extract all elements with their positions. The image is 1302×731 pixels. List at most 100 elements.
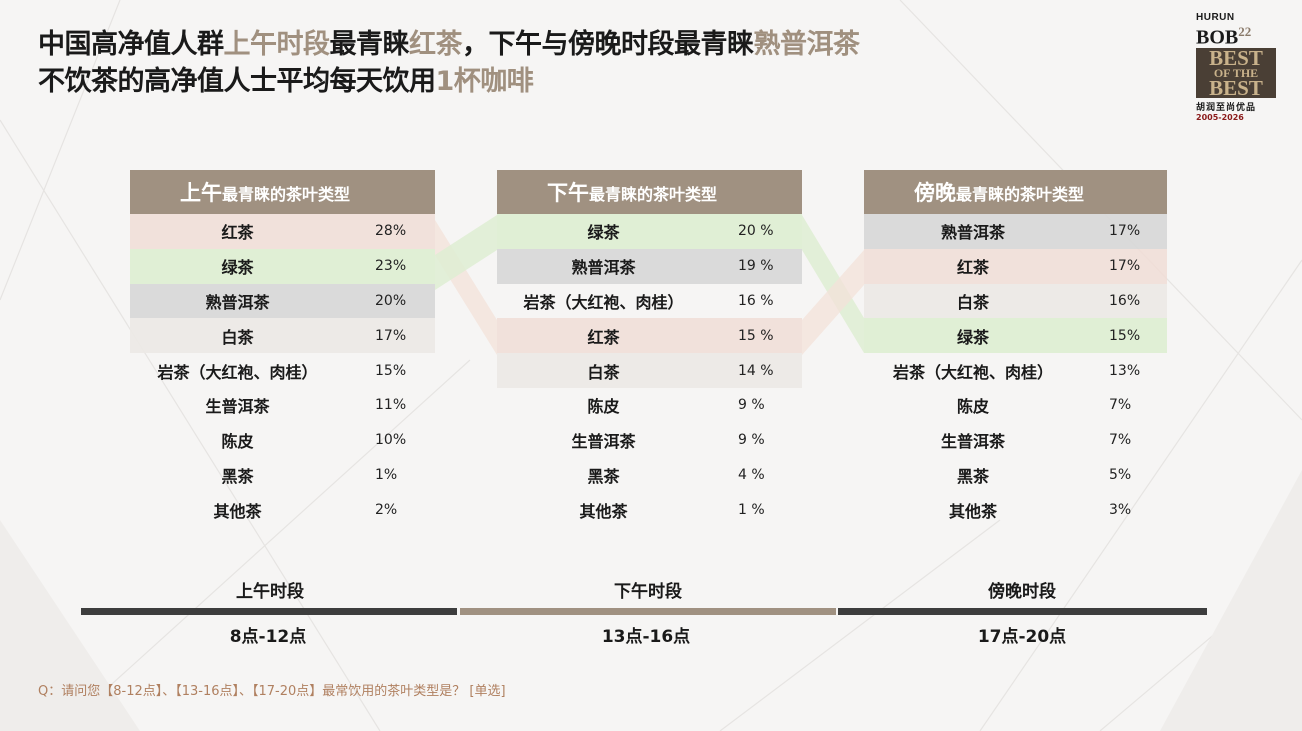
logo-bob-number: 22 bbox=[1238, 24, 1252, 39]
tea-name: 熟普洱茶 bbox=[571, 258, 636, 278]
tea-percent: 9 % bbox=[738, 432, 765, 449]
ribbon-red-pm-eve bbox=[802, 250, 864, 355]
tea-name: 白茶 bbox=[956, 292, 989, 312]
table-row: 红茶 17% bbox=[864, 248, 1167, 284]
tea-name: 熟普洱茶 bbox=[205, 292, 270, 312]
tea-name: 陈皮 bbox=[221, 432, 254, 452]
logo-bob-text: BOB bbox=[1196, 26, 1239, 49]
table-row: 熟普洱茶 17% bbox=[864, 214, 1167, 249]
panel-header-period: 下午 bbox=[547, 181, 589, 205]
tea-percent: 13% bbox=[1109, 362, 1141, 379]
tea-percent: 17% bbox=[375, 327, 407, 344]
tea-name: 黑茶 bbox=[221, 466, 254, 486]
table-row: 绿茶 20 % bbox=[497, 214, 802, 249]
table-row: 黑茶 1% bbox=[130, 458, 435, 493]
tea-percent: 15% bbox=[1109, 327, 1141, 344]
table-row: 白茶 16% bbox=[864, 283, 1167, 319]
tea-name: 生普洱茶 bbox=[205, 397, 270, 417]
tea-percent: 11% bbox=[375, 397, 407, 414]
tea-percent: 7% bbox=[1109, 432, 1132, 449]
tea-percent: 20 % bbox=[738, 223, 774, 240]
tea-percent: 5% bbox=[1109, 466, 1132, 483]
panel-header-period: 上午 bbox=[180, 181, 222, 205]
table-row: 白茶 14 % bbox=[497, 353, 802, 388]
table-row: 生普洱茶 11% bbox=[130, 388, 435, 423]
logo-best-2: BEST bbox=[1209, 75, 1263, 100]
tea-percent: 9 % bbox=[738, 397, 765, 414]
table-row: 陈皮 10% bbox=[130, 423, 435, 458]
title-text: ，下午与傍晚时段最青睐 bbox=[462, 29, 754, 60]
tea-name: 熟普洱茶 bbox=[940, 223, 1005, 243]
table-row: 其他茶 2% bbox=[130, 492, 435, 527]
tea-name: 黑茶 bbox=[587, 466, 620, 486]
table-row: 黑茶 4 % bbox=[497, 458, 802, 493]
panel-header-label: 最青睐的茶叶类型 bbox=[956, 185, 1085, 204]
panel-morning: 上午 最青睐的茶叶类型 红茶 28% 绿茶 23% 熟普洱茶 20% 白茶 17% 岩茶（… bbox=[130, 170, 435, 527]
logo-hurun: HURUN bbox=[1196, 12, 1235, 23]
logo-chinese-name: 胡润至尚优品 bbox=[1196, 102, 1257, 113]
timeline-time-morning: 8点-12点 bbox=[229, 627, 307, 647]
table-row: 生普洱茶 7% bbox=[864, 423, 1167, 458]
tea-percent: 15% bbox=[375, 362, 407, 379]
tea-name: 岩茶（大红袍、肉桂） bbox=[523, 292, 684, 312]
tea-percent: 17% bbox=[1109, 223, 1141, 240]
timeline-time-evening: 17点-20点 bbox=[977, 627, 1067, 647]
tea-percent: 19 % bbox=[738, 258, 774, 275]
panel-header: 上午 最青睐的茶叶类型 bbox=[130, 170, 435, 214]
timeline-label-afternoon: 下午时段 bbox=[614, 582, 682, 602]
tea-name: 其他茶 bbox=[948, 501, 997, 521]
timeline-bar-morning bbox=[81, 608, 457, 615]
page-title: 中国高净值人群上午时段最青睐红茶，下午与傍晚时段最青睐熟普洱茶 不饮茶的高净值人… bbox=[38, 26, 860, 100]
tea-name: 陈皮 bbox=[587, 397, 620, 417]
table-row: 红茶 15 % bbox=[497, 318, 802, 354]
logo-best-1: BEST bbox=[1209, 45, 1263, 70]
tea-name: 红茶 bbox=[221, 223, 254, 243]
title-line-2: 不饮茶的高净值人士平均每天饮用1杯咖啡 bbox=[38, 63, 860, 100]
tea-name: 白茶 bbox=[587, 362, 620, 382]
tea-name: 其他茶 bbox=[213, 501, 262, 521]
table-row: 生普洱茶 9 % bbox=[497, 423, 802, 458]
table-row: 熟普洱茶 20% bbox=[130, 283, 435, 319]
table-row: 白茶 17% bbox=[130, 318, 435, 354]
table-row: 陈皮 7% bbox=[864, 388, 1167, 423]
tea-percent: 2% bbox=[375, 501, 398, 518]
tea-percent: 20% bbox=[375, 292, 407, 309]
table-row: 绿茶 23% bbox=[130, 248, 435, 284]
logo-years: 2005-2026 bbox=[1196, 112, 1244, 122]
title-text: 不饮茶的高净值人士平均每天饮用 bbox=[38, 66, 436, 97]
panel-header-label: 最青睐的茶叶类型 bbox=[222, 185, 351, 204]
timeline-time-afternoon: 13点-16点 bbox=[601, 627, 691, 647]
tea-name: 红茶 bbox=[956, 258, 989, 278]
timeline-bar-evening bbox=[838, 608, 1207, 615]
tea-percent: 7% bbox=[1109, 397, 1132, 414]
tea-name: 黑茶 bbox=[956, 466, 989, 486]
logo-best-of-the-best: BEST OF THE BEST bbox=[1196, 45, 1276, 100]
tea-percent: 28% bbox=[375, 223, 407, 240]
panel-header: 下午 最青睐的茶叶类型 bbox=[497, 170, 802, 214]
tea-name: 陈皮 bbox=[956, 397, 989, 417]
table-row: 岩茶（大红袍、肉桂） 13% bbox=[864, 353, 1167, 388]
tea-percent: 1 % bbox=[738, 501, 765, 518]
timeline-bar-afternoon bbox=[460, 608, 836, 615]
tea-name: 白茶 bbox=[221, 327, 254, 347]
tea-name: 绿茶 bbox=[956, 327, 989, 347]
timeline-label-evening: 傍晚时段 bbox=[988, 582, 1056, 602]
tea-percent: 10% bbox=[375, 432, 407, 449]
table-row: 红茶 28% bbox=[130, 214, 435, 249]
timeline-label-morning: 上午时段 bbox=[236, 582, 304, 602]
tea-name: 岩茶（大红袍、肉桂） bbox=[157, 362, 318, 382]
tea-name: 生普洱茶 bbox=[940, 432, 1005, 452]
tea-name: 绿茶 bbox=[587, 223, 620, 243]
title-text: 中国高净值人群 bbox=[38, 29, 224, 60]
table-row: 其他茶 1 % bbox=[497, 492, 802, 527]
tea-percent: 16 % bbox=[738, 292, 774, 309]
logo-of-the: OF THE bbox=[1213, 65, 1259, 80]
table-row: 绿茶 15% bbox=[864, 318, 1167, 354]
tea-name: 绿茶 bbox=[221, 258, 254, 278]
tea-name: 生普洱茶 bbox=[571, 432, 636, 452]
title-highlight: 上午时段 bbox=[223, 29, 331, 60]
tea-name: 红茶 bbox=[587, 327, 620, 347]
ribbon-green-am-pm bbox=[435, 215, 497, 290]
